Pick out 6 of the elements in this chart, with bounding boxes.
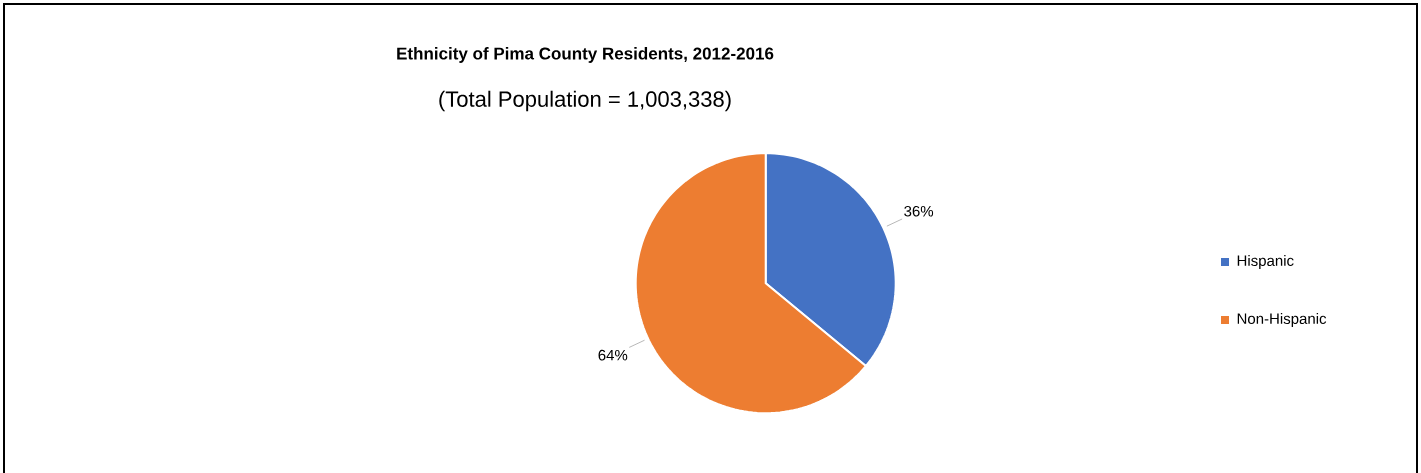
data-label: 64%	[598, 349, 628, 361]
chart-title: Ethnicity of Pima County Residents, 2012-2016	[397, 47, 774, 63]
chart-subtitle: (Total Population = 1,003,338)	[439, 90, 731, 112]
data-label: 36%	[904, 205, 934, 217]
legend-label: Hispanic	[1237, 255, 1294, 269]
legend-label: Non-Hispanic	[1237, 313, 1327, 327]
